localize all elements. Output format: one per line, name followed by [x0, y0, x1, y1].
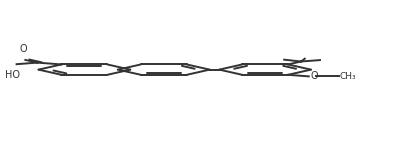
Text: O: O: [20, 44, 27, 54]
Text: O: O: [311, 71, 318, 81]
Text: CH₃: CH₃: [340, 72, 356, 81]
Text: HO: HO: [5, 70, 20, 80]
